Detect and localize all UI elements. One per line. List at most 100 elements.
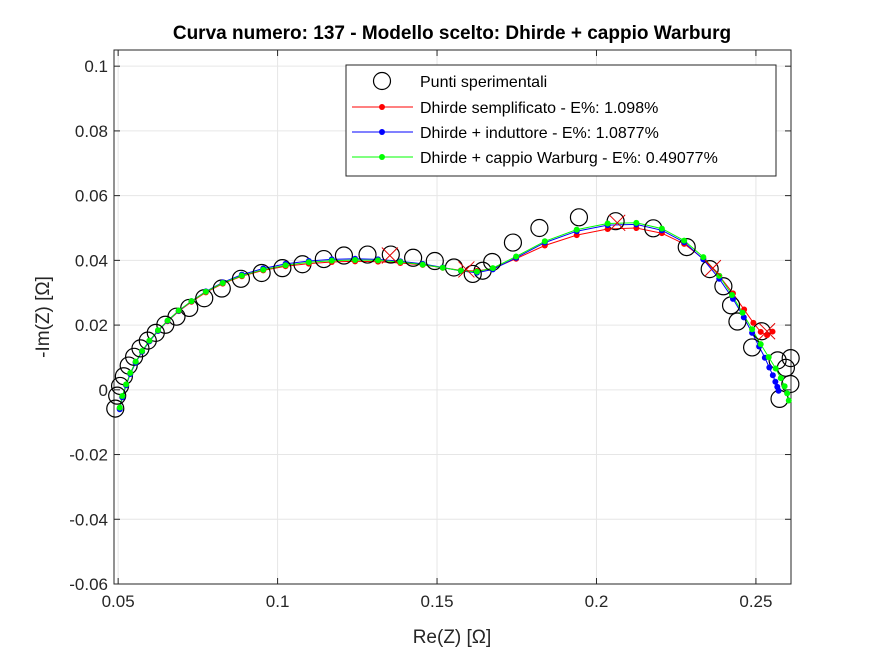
y-tick-label: 0.08	[75, 122, 108, 141]
legend-label-blue: Dhirde + induttore - E%: 1.0877%	[420, 125, 659, 142]
experimental-point	[358, 245, 377, 264]
series-point-green	[164, 317, 171, 324]
y-tick-label: -0.04	[69, 510, 108, 529]
experimental-point	[252, 263, 271, 283]
legend-dot-green	[379, 154, 385, 160]
series-point-green	[604, 220, 611, 227]
y-tick-label: 0.1	[84, 57, 108, 76]
series-point-blue	[740, 314, 747, 321]
series-point-green	[397, 258, 404, 265]
series-point-green	[729, 291, 736, 298]
series-point-green	[757, 341, 764, 348]
experimental-point	[334, 246, 354, 265]
series-point-green	[633, 219, 640, 226]
experimental-point	[108, 386, 127, 405]
annotation-x-mark	[704, 259, 722, 277]
experimental-point	[131, 339, 150, 358]
x-tick-label: 0.25	[739, 592, 772, 611]
series-point-green	[784, 390, 791, 397]
series-point-green	[658, 225, 665, 232]
series-point-green	[419, 261, 426, 268]
y-tick-label: 0.04	[75, 251, 108, 270]
series-point-green	[765, 354, 772, 361]
experimental-point	[714, 277, 733, 296]
series-point-green	[139, 347, 146, 354]
series-point-green	[238, 272, 245, 279]
series-point-green	[716, 272, 723, 279]
series-point-green	[785, 397, 792, 404]
experimental-point	[728, 312, 747, 331]
series-point-blue	[772, 378, 779, 385]
series-point-green	[772, 365, 779, 372]
series-point-green	[473, 268, 480, 275]
series-point-green	[352, 257, 359, 264]
series-point-green	[681, 237, 688, 244]
y-tick-label: 0.06	[75, 187, 108, 206]
experimental-point	[425, 251, 444, 271]
legend-dot-red	[379, 104, 385, 110]
series-point-green	[305, 259, 312, 266]
series-point-green	[439, 264, 446, 271]
series-point-green	[116, 404, 123, 411]
experimental-point	[106, 399, 125, 418]
y-tick-label: -0.06	[69, 575, 108, 594]
series-point-green	[781, 383, 788, 390]
series-point-green	[155, 327, 162, 334]
experimental-point	[273, 259, 292, 278]
x-axis-ticks: 0.05 0.1 0.15 0.2 0.25	[102, 50, 772, 611]
series-point-green	[513, 253, 520, 260]
legend-label-green: Dhirde + cappio Warburg - E%: 0.49077%	[420, 150, 718, 167]
series-point-green	[700, 254, 707, 261]
series-point-green	[202, 288, 209, 295]
series-line-red	[119, 227, 773, 409]
legend-label-experimental: Punti sperimentali	[420, 74, 547, 91]
experimental-point	[503, 233, 523, 252]
series-markers	[106, 208, 800, 418]
y-tick-label: -0.02	[69, 446, 108, 465]
series-point-green	[489, 265, 496, 272]
experimental-point	[530, 218, 549, 238]
series-point-green	[457, 267, 464, 274]
series-point-green	[219, 280, 226, 287]
series-point-blue	[775, 387, 782, 394]
series-point-green	[777, 375, 784, 382]
series-point-red	[750, 319, 757, 326]
legend-label-red: Dhirde semplificato - E%: 1.098%	[420, 100, 658, 117]
chart-title: Curva numero: 137 - Modello scelto: Dhir…	[173, 23, 731, 44]
experimental-point	[569, 208, 589, 227]
experimental-point	[700, 260, 719, 279]
series-line-green	[119, 222, 790, 408]
x-tick-label: 0.05	[102, 592, 135, 611]
annotation-x-mark	[608, 214, 626, 232]
series-point-green	[282, 262, 289, 269]
annotation-markers	[381, 214, 776, 340]
x-tick-label: 0.15	[420, 592, 453, 611]
series-point-red	[769, 328, 776, 335]
series-point-green	[175, 307, 182, 314]
experimental-point	[781, 374, 800, 394]
annotation-x-mark	[458, 261, 475, 278]
experimental-point	[404, 248, 423, 267]
series-point-green	[123, 381, 130, 388]
legend-dot-blue	[379, 129, 385, 135]
series-point-green	[739, 309, 746, 316]
x-tick-label: 0.1	[266, 592, 290, 611]
series-point-green	[132, 358, 139, 365]
legend-marker-experimental	[372, 71, 392, 91]
series-point-green	[375, 257, 382, 264]
annotation-x-mark	[758, 322, 776, 340]
x-axis-label: Re(Z) [Ω]	[413, 627, 492, 648]
y-tick-label: 0.02	[75, 316, 108, 335]
legend-box	[345, 64, 777, 177]
x-tick-label: 0.2	[585, 592, 609, 611]
legend: Punti sperimentali Dhirde semplificato -…	[345, 64, 777, 177]
series-point-green	[260, 266, 267, 273]
y-axis-label: -Im(Z) [Ω]	[33, 276, 54, 358]
experimental-point	[781, 349, 800, 368]
series-point-green	[749, 326, 756, 333]
series-lines	[119, 222, 790, 410]
series-point-blue	[769, 372, 776, 379]
series-point-blue	[766, 364, 773, 371]
